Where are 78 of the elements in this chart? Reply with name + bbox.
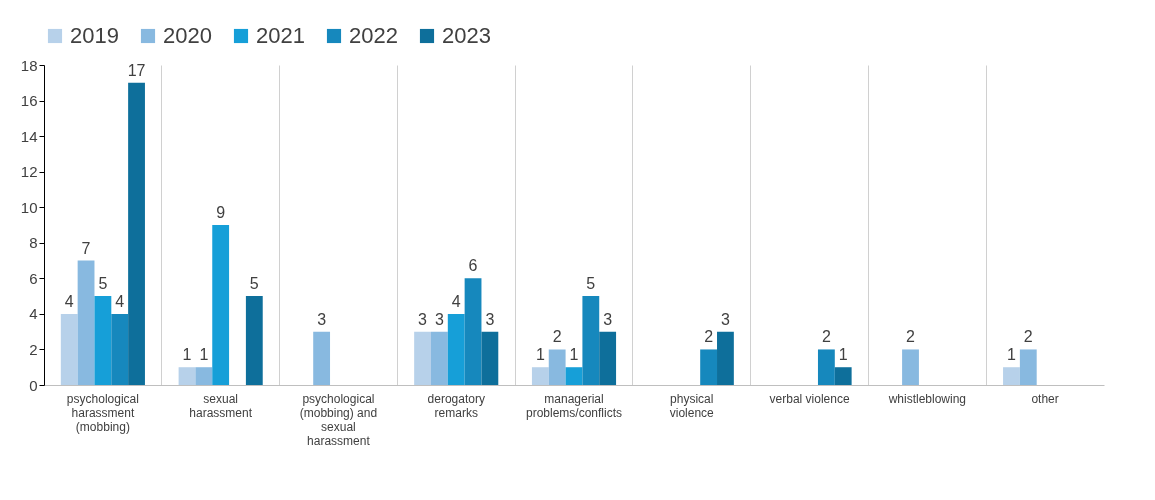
bar [700, 349, 718, 385]
bar [111, 313, 129, 385]
bar [245, 296, 263, 385]
bar [464, 278, 482, 385]
legend-label: 2022 [349, 23, 398, 48]
data-label: 1 [569, 346, 579, 364]
bar [1003, 367, 1020, 385]
x-tick-label: whistleblowing [887, 391, 967, 406]
bar [430, 331, 448, 385]
x-tick-label: other [1031, 391, 1059, 406]
y-tick-label: 6 [29, 269, 38, 287]
bar [834, 367, 852, 385]
data-label: 5 [249, 275, 259, 293]
bar [195, 367, 213, 385]
data-label: 4 [451, 292, 461, 310]
x-tick-label: managerial problems/conflicts [525, 391, 623, 420]
data-label: 1 [199, 346, 209, 364]
bar [599, 331, 617, 385]
data-label: 4 [64, 292, 74, 310]
y-tick-label: 0 [29, 376, 38, 394]
data-label: 2 [552, 328, 562, 346]
data-label: 1 [1007, 346, 1017, 364]
bar [582, 296, 600, 385]
y-tick-label: 14 [20, 127, 38, 145]
x-tick-label: sexual harassment [189, 391, 253, 420]
data-label: 3 [434, 310, 444, 328]
x-tick-label: psychological harassment (mobbing) [66, 391, 139, 434]
bar [548, 349, 566, 385]
legend-label: 2021 [256, 23, 305, 48]
data-label: 6 [468, 257, 478, 275]
data-label: 3 [720, 310, 730, 328]
data-label: 2 [906, 328, 916, 346]
data-label: 5 [98, 275, 108, 293]
data-label: 9 [216, 204, 226, 221]
bar [531, 367, 549, 385]
bar [77, 260, 95, 385]
x-tick-label: verbal violence [769, 391, 850, 406]
x-tick-label: physical violence [669, 391, 715, 420]
data-label: 4 [115, 292, 125, 310]
legend-label: 2023 [442, 23, 491, 48]
y-tick-label: 10 [20, 198, 38, 216]
legend-label: 2020 [163, 23, 212, 48]
bar [447, 313, 465, 385]
bar [817, 349, 835, 385]
y-tick-label: 8 [29, 234, 38, 252]
bar [717, 331, 734, 385]
data-label: 1 [838, 346, 848, 364]
data-label: 7 [81, 239, 91, 257]
bar [902, 349, 919, 385]
data-label: 1 [182, 346, 192, 364]
data-label: 3 [603, 310, 613, 328]
bar [94, 296, 112, 385]
y-tick-label: 2 [29, 340, 38, 358]
bar [481, 331, 499, 385]
x-tick-label: psychological (mobbing) and sexual harassment [299, 391, 378, 448]
bar [1019, 349, 1037, 385]
legend-label: 2019 [70, 23, 119, 48]
bar [60, 313, 78, 385]
x-tick-label: derogatory remarks [427, 391, 485, 420]
data-label: 3 [418, 310, 428, 328]
data-label: 5 [586, 275, 596, 293]
data-label: 2 [821, 328, 831, 346]
y-tick-label: 18 [20, 56, 38, 74]
bar [128, 82, 145, 385]
data-label: 1 [535, 346, 545, 364]
data-label: 3 [317, 310, 327, 328]
y-tick-label: 12 [20, 163, 38, 181]
bar [565, 367, 583, 385]
bar [313, 331, 331, 385]
bar [212, 225, 230, 385]
data-label: 17 [127, 61, 146, 79]
y-tick-label: 16 [20, 92, 38, 110]
bar [414, 331, 431, 385]
data-label: 2 [704, 328, 714, 346]
y-tick-label: 4 [29, 305, 38, 323]
bar [178, 367, 196, 385]
data-label: 2 [1023, 328, 1033, 346]
data-label: 3 [485, 310, 495, 328]
